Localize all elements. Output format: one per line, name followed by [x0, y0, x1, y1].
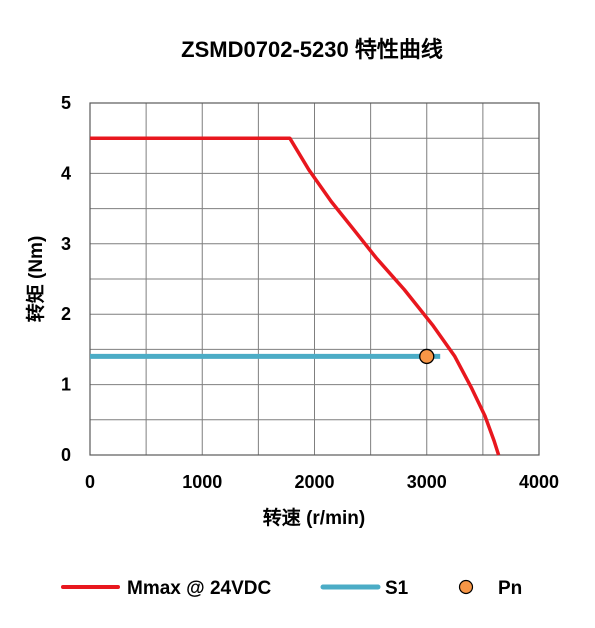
- data-point-pn: [419, 348, 435, 365]
- x-axis-title: 转速 (r/min): [263, 506, 365, 529]
- legend-label-pn: Pn: [498, 578, 522, 599]
- y-axis-title: 转矩 (Nm): [24, 236, 47, 323]
- y-tick-label: 2: [61, 304, 71, 324]
- legend-swatch-pn: [458, 579, 474, 595]
- plot-area-border: [89, 102, 540, 456]
- chart-title: ZSMD0702-5230 特性曲线: [181, 37, 443, 62]
- y-axis-tick-labels: 0 1 2 3 4 5: [61, 93, 71, 465]
- x-tick-label: 2000: [294, 472, 334, 492]
- data-series: [90, 136, 501, 456]
- y-tick-label: 5: [61, 93, 71, 113]
- legend-label-mmax-24vdc: Mmax @ 24VDC: [127, 578, 271, 599]
- legend: Mmax @ 24VDC S1 Pn: [61, 578, 522, 599]
- y-tick-label: 3: [61, 234, 71, 254]
- x-axis-tick-labels: 0 1000 2000 3000 4000: [85, 472, 559, 492]
- x-tick-label: 1000: [182, 472, 222, 492]
- x-tick-label: 4000: [519, 472, 559, 492]
- legend-label-s1: S1: [385, 578, 409, 599]
- x-tick-label: 0: [85, 472, 95, 492]
- x-tick-label: 3000: [407, 472, 447, 492]
- y-tick-label: 1: [61, 375, 71, 395]
- grid-lines: [90, 103, 539, 455]
- series-line-mmax-24vdc: [90, 136, 501, 456]
- y-tick-label: 0: [61, 445, 71, 465]
- y-tick-label: 4: [61, 163, 71, 183]
